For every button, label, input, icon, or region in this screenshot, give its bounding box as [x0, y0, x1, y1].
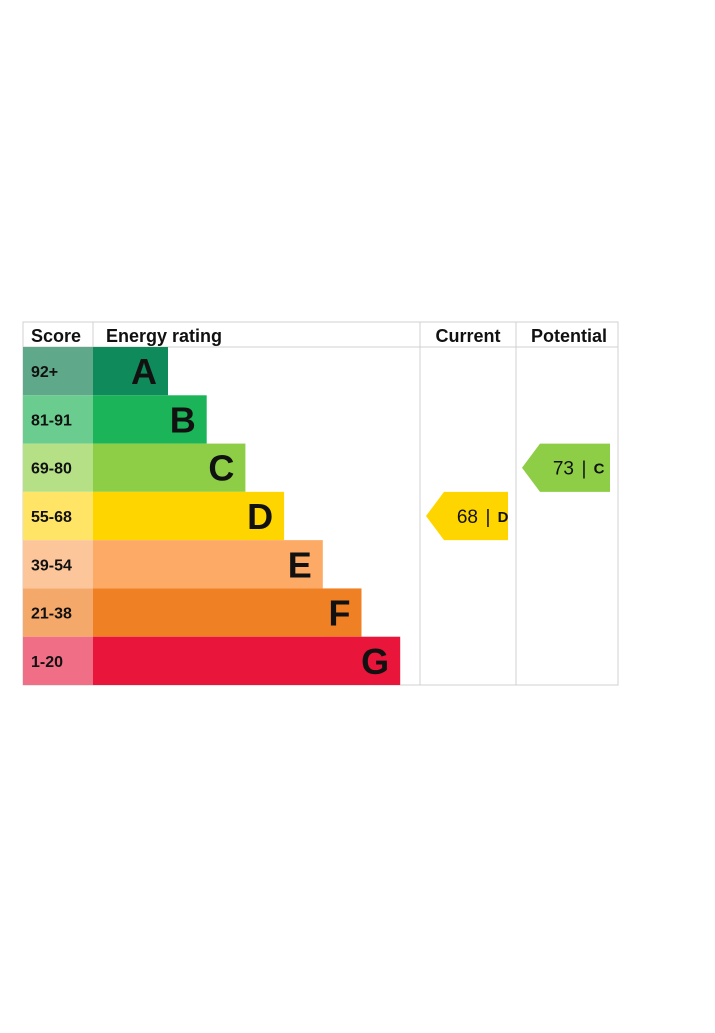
rating-bar: [93, 347, 168, 396]
rating-arrows: 68 | D 73 | C: [426, 443, 610, 541]
score-cell: [23, 636, 93, 685]
rating-bands: 92+ A 81-91 B 69-80 C 55-68 D 39-54 E 21-38 F 1-20 G: [23, 347, 401, 685]
band-g: 1-20 G: [23, 636, 401, 685]
score-range-label: 21-38: [31, 606, 72, 623]
band-e: 39-54 E: [23, 540, 323, 589]
score-range-label: 1-20: [31, 654, 63, 671]
header-row: Score Energy rating Current Potential: [31, 326, 607, 346]
score-header: Score: [31, 326, 81, 346]
rating-value: 68: [457, 507, 478, 528]
band-letter: D: [247, 496, 273, 537]
band-a: 92+ A: [23, 347, 168, 396]
potential-rating-arrow: 73 | C: [522, 443, 610, 492]
score-cell: [23, 443, 93, 492]
rating-bar: [93, 636, 401, 685]
score-range-label: 81-91: [31, 412, 72, 429]
score-range-label: 39-54: [31, 557, 72, 574]
rating-bar: [93, 491, 285, 541]
current-header: Current: [435, 326, 500, 346]
rating-arrow-shape: [426, 491, 508, 541]
score-range-label: 55-68: [31, 509, 72, 526]
score-cell: [23, 491, 93, 541]
band-letter: E: [288, 544, 312, 585]
rating-separator: |: [486, 507, 491, 528]
band-c: 69-80 C: [23, 443, 246, 492]
rating-value: 73: [553, 459, 574, 480]
rating-bar: [93, 540, 323, 589]
energy-rating-header: Energy rating: [106, 326, 222, 346]
band-letter: C: [208, 448, 234, 489]
band-letter: F: [329, 593, 351, 634]
score-range-label: 92+: [31, 364, 58, 381]
score-cell: [23, 540, 93, 589]
band-letter: B: [170, 399, 196, 440]
band-d: 55-68 D: [23, 491, 285, 541]
rating-letter: C: [594, 461, 605, 478]
score-cell: [23, 588, 93, 637]
rating-bar: [93, 588, 362, 637]
score-range-label: 69-80: [31, 461, 72, 478]
rating-bar: [93, 395, 207, 444]
current-rating-arrow: 68 | D: [426, 491, 509, 541]
score-cell: [23, 347, 93, 396]
score-cell: [23, 395, 93, 444]
band-b: 81-91 B: [23, 395, 207, 444]
rating-separator: |: [582, 459, 587, 480]
rating-arrow-shape: [522, 443, 610, 492]
band-f: 21-38 F: [23, 588, 362, 637]
rating-bar: [93, 443, 246, 492]
band-letter: A: [131, 351, 157, 392]
rating-letter: D: [498, 509, 509, 526]
potential-header: Potential: [531, 326, 607, 346]
band-letter: G: [361, 641, 389, 682]
